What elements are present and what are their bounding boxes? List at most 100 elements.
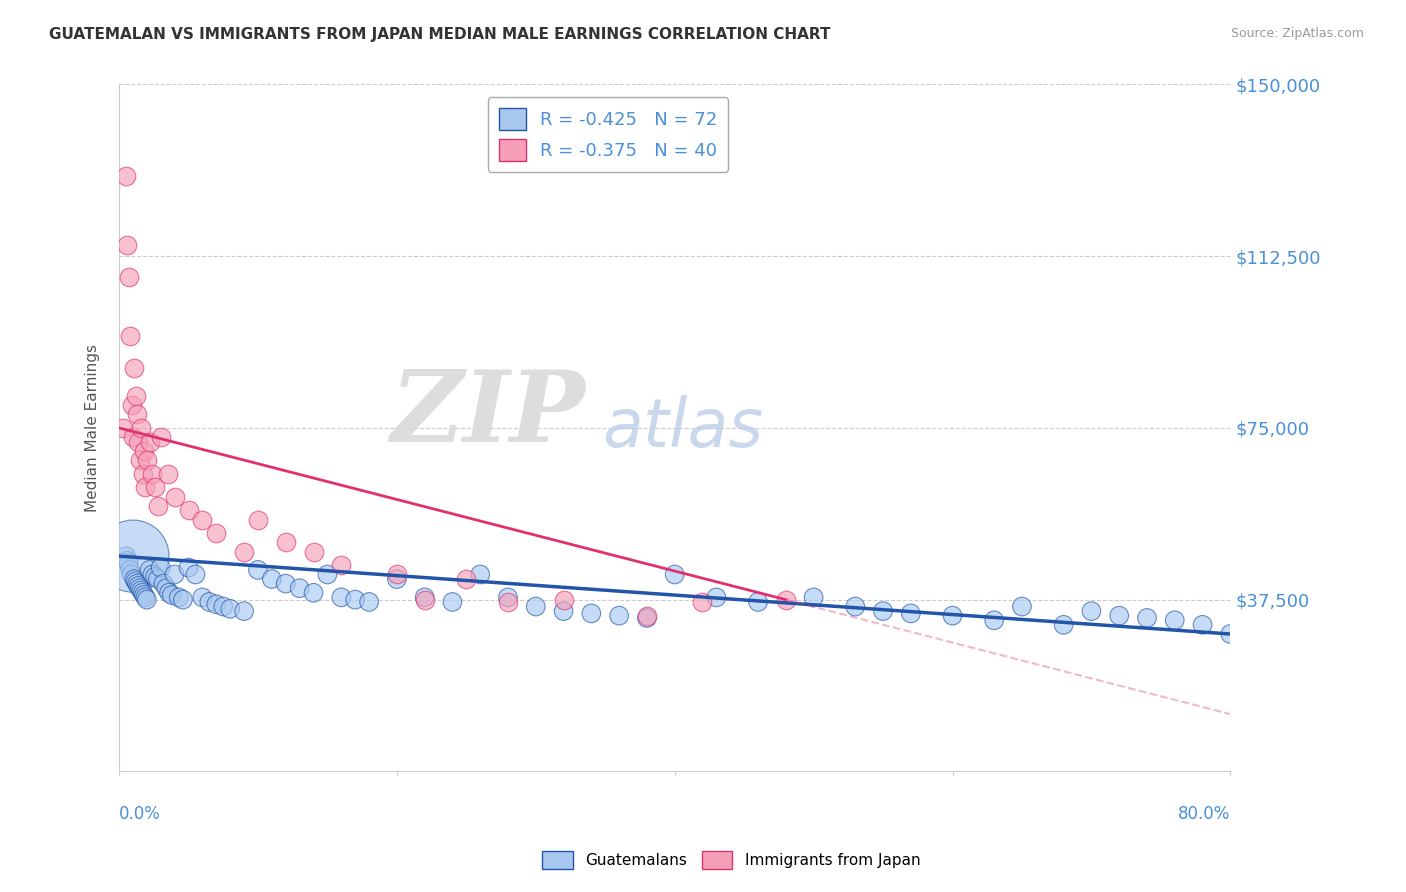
Point xyxy=(607,608,630,623)
Point xyxy=(747,595,769,609)
Point xyxy=(1080,604,1102,618)
Point xyxy=(456,572,478,586)
Point xyxy=(125,574,148,589)
Point xyxy=(581,607,603,621)
Point xyxy=(129,583,152,598)
Text: 80.0%: 80.0% xyxy=(1178,805,1230,823)
Legend: Guatemalans, Immigrants from Japan: Guatemalans, Immigrants from Japan xyxy=(536,845,927,875)
Y-axis label: Median Male Earnings: Median Male Earnings xyxy=(86,344,100,512)
Point xyxy=(470,567,492,582)
Text: ZIP: ZIP xyxy=(391,366,586,462)
Point xyxy=(191,591,214,605)
Point xyxy=(160,588,183,602)
Point xyxy=(553,592,575,607)
Point xyxy=(152,576,174,591)
Point xyxy=(138,563,160,577)
Point xyxy=(385,567,408,582)
Point xyxy=(112,421,135,435)
Point xyxy=(246,563,269,577)
Point xyxy=(344,592,367,607)
Point xyxy=(167,591,190,605)
Point xyxy=(191,512,214,526)
Point xyxy=(900,607,922,621)
Point xyxy=(146,499,169,513)
Point xyxy=(134,591,156,605)
Point xyxy=(128,581,150,595)
Point xyxy=(413,592,436,607)
Point xyxy=(128,579,150,593)
Point xyxy=(121,567,143,582)
Point xyxy=(141,567,163,582)
Point xyxy=(775,592,797,607)
Point xyxy=(1191,618,1213,632)
Text: GUATEMALAN VS IMMIGRANTS FROM JAPAN MEDIAN MALE EARNINGS CORRELATION CHART: GUATEMALAN VS IMMIGRANTS FROM JAPAN MEDI… xyxy=(49,27,831,42)
Point xyxy=(692,595,714,609)
Point xyxy=(1219,627,1241,641)
Point xyxy=(413,591,436,605)
Point xyxy=(129,421,152,435)
Point xyxy=(359,595,381,609)
Point xyxy=(128,453,150,467)
Point xyxy=(941,608,963,623)
Point xyxy=(288,581,311,595)
Point xyxy=(496,595,519,609)
Point xyxy=(117,237,139,252)
Point xyxy=(330,558,353,573)
Point xyxy=(125,389,148,403)
Point xyxy=(132,588,155,602)
Point xyxy=(122,549,145,563)
Point xyxy=(115,169,138,183)
Point xyxy=(205,597,228,611)
Point xyxy=(553,604,575,618)
Point xyxy=(302,544,325,558)
Legend: R = -0.425   N = 72, R = -0.375   N = 40: R = -0.425 N = 72, R = -0.375 N = 40 xyxy=(488,97,728,171)
Point xyxy=(118,269,141,284)
Point xyxy=(121,398,143,412)
Point xyxy=(143,570,166,584)
Point xyxy=(184,567,207,582)
Point xyxy=(143,480,166,494)
Point xyxy=(1053,618,1076,632)
Point xyxy=(117,554,139,568)
Point xyxy=(205,526,228,541)
Point xyxy=(233,544,256,558)
Point xyxy=(172,592,194,607)
Point xyxy=(134,480,156,494)
Point xyxy=(177,560,200,574)
Point xyxy=(120,563,142,577)
Point xyxy=(124,572,146,586)
Point xyxy=(1011,599,1033,614)
Point xyxy=(128,434,150,449)
Point xyxy=(844,599,866,614)
Point xyxy=(132,443,155,458)
Point xyxy=(260,572,283,586)
Point xyxy=(524,599,547,614)
Point xyxy=(246,512,269,526)
Point xyxy=(385,572,408,586)
Point xyxy=(127,407,149,421)
Point xyxy=(163,567,186,582)
Text: atlas: atlas xyxy=(602,395,763,461)
Point xyxy=(146,572,169,586)
Point xyxy=(115,549,138,563)
Point xyxy=(803,591,825,605)
Point xyxy=(157,586,180,600)
Point xyxy=(149,430,172,444)
Point xyxy=(1108,608,1130,623)
Point xyxy=(636,611,658,625)
Point xyxy=(141,467,163,481)
Point xyxy=(872,604,894,618)
Point xyxy=(131,467,153,481)
Point xyxy=(212,599,235,614)
Point xyxy=(636,608,658,623)
Point xyxy=(124,361,146,376)
Point xyxy=(496,591,519,605)
Text: 0.0%: 0.0% xyxy=(120,805,160,823)
Point xyxy=(219,602,242,616)
Text: Source: ZipAtlas.com: Source: ZipAtlas.com xyxy=(1230,27,1364,40)
Point xyxy=(135,453,157,467)
Point xyxy=(664,567,686,582)
Point xyxy=(127,576,149,591)
Point xyxy=(120,329,142,343)
Point xyxy=(156,467,179,481)
